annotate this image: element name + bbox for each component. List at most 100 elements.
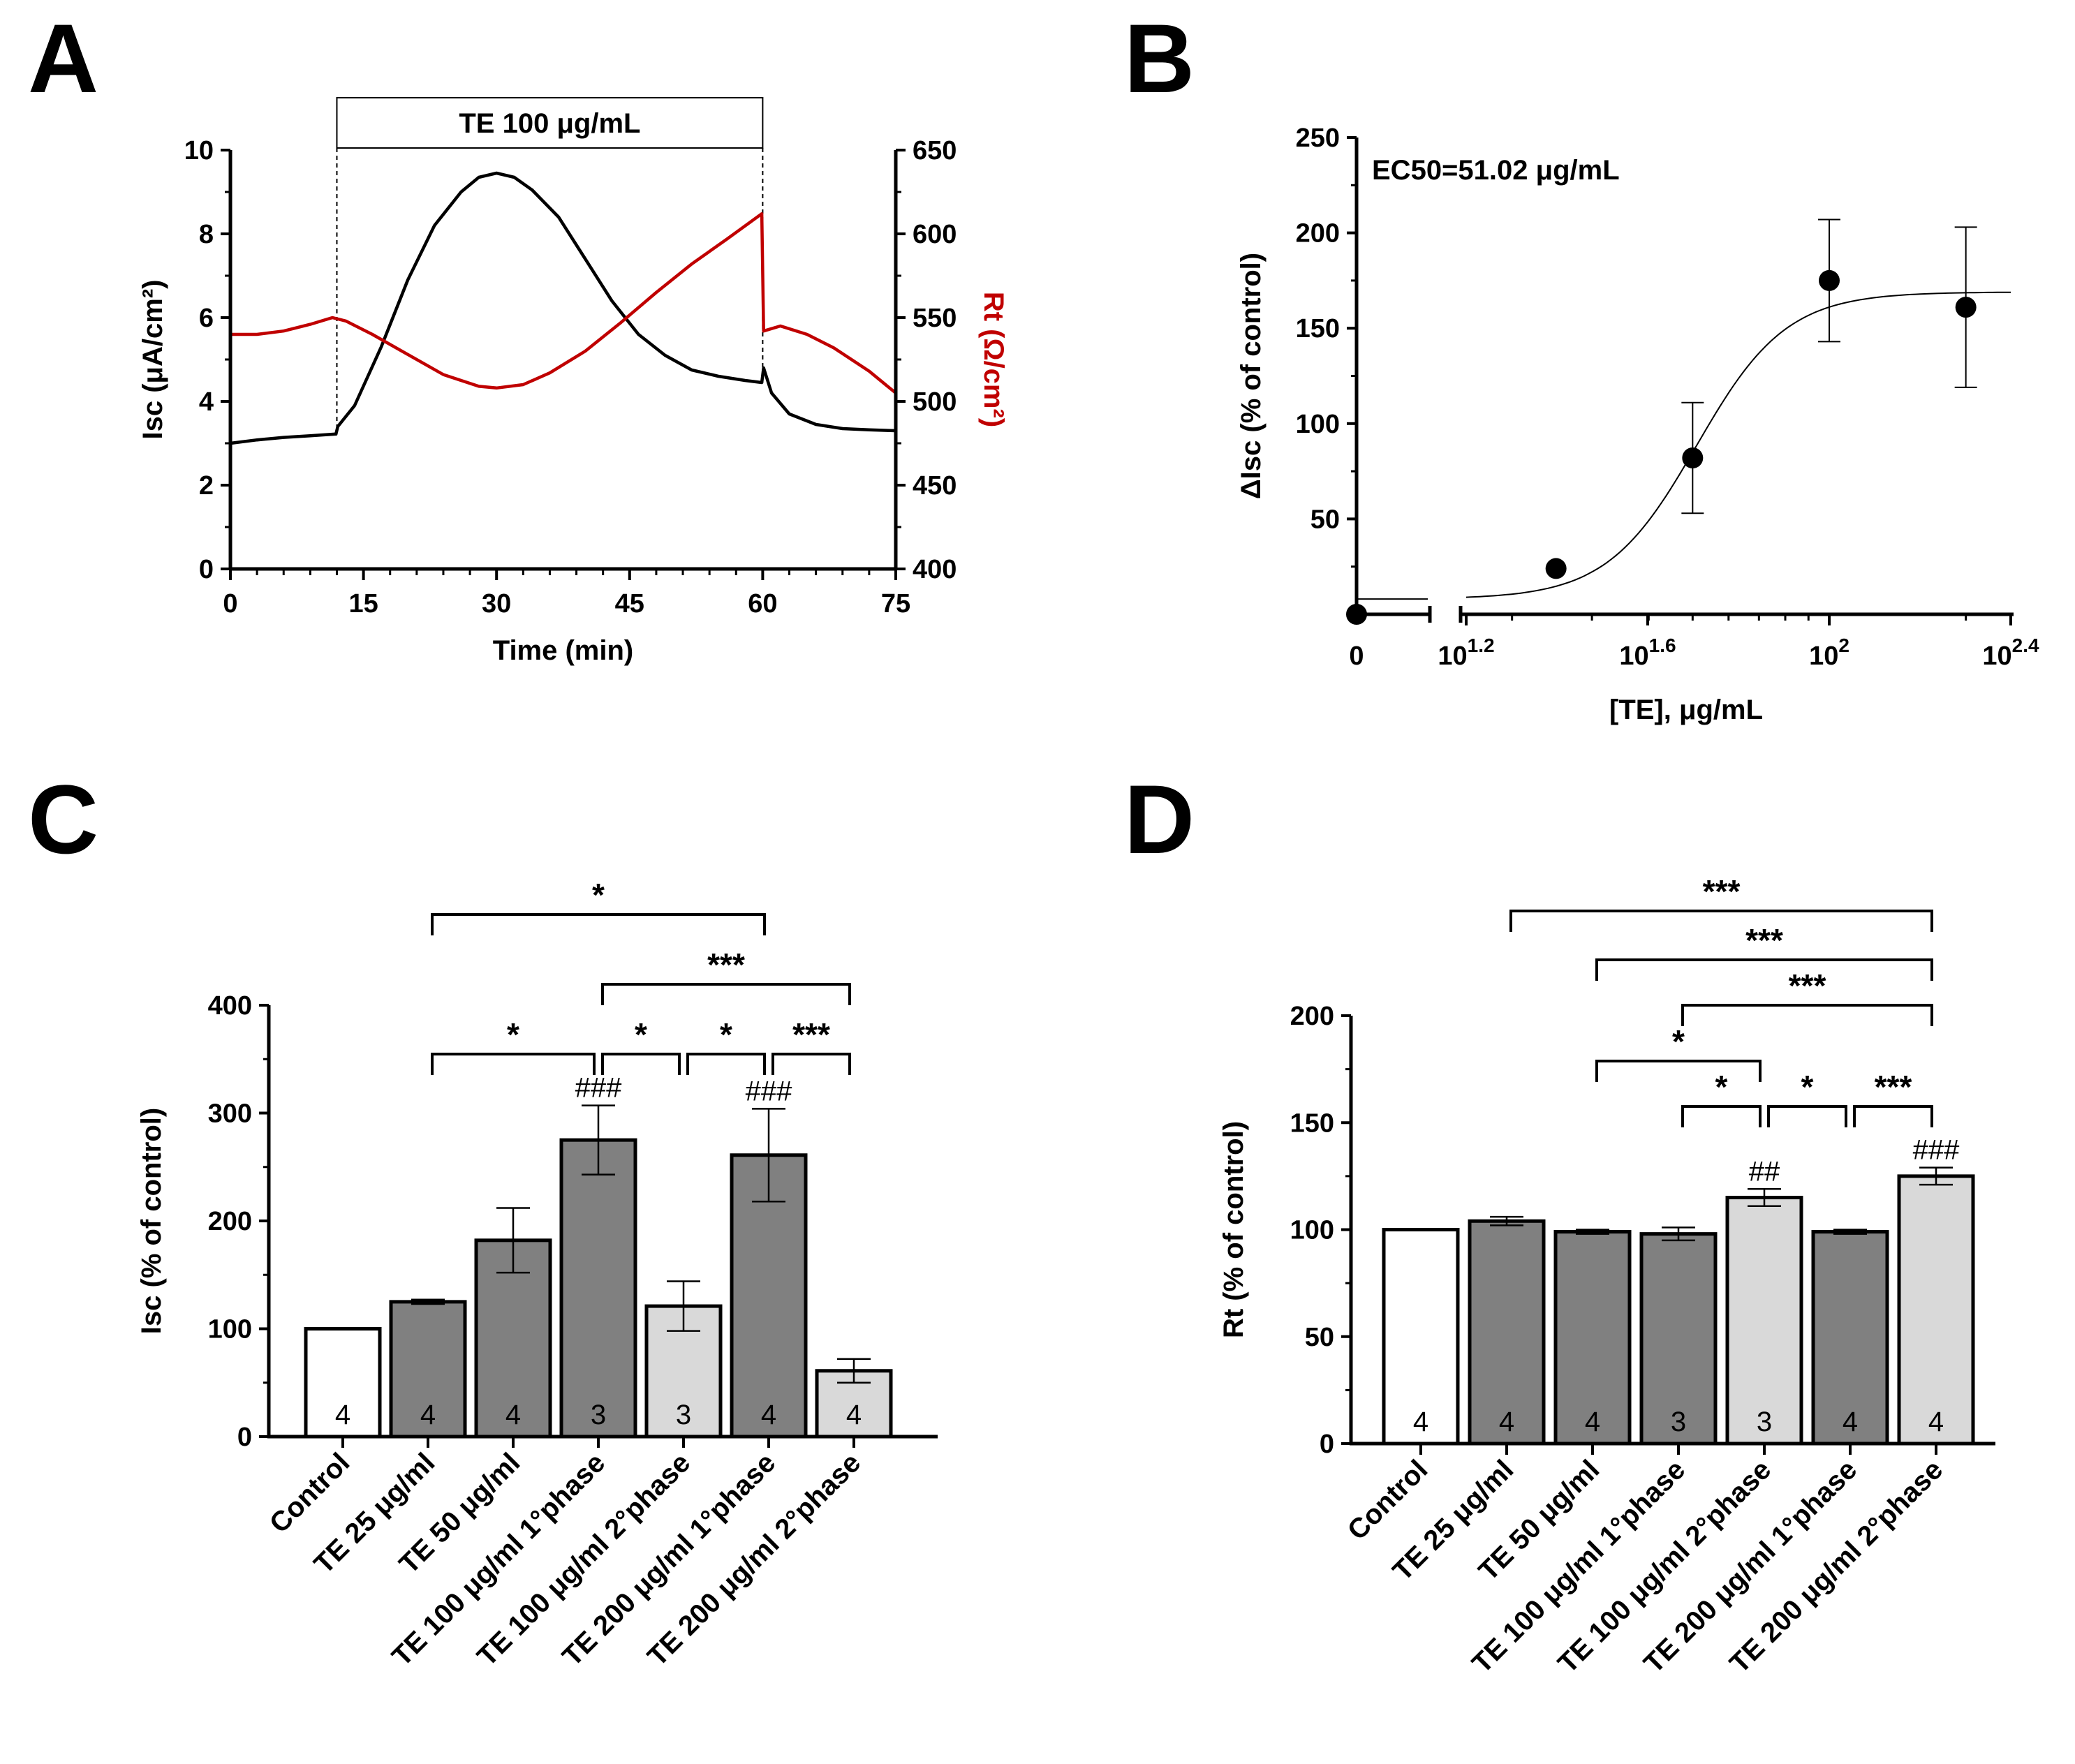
n-label: 4 [1499, 1407, 1514, 1437]
y-tick-label: 250 [1296, 124, 1340, 153]
y-tick-label: 4 [199, 387, 214, 417]
significance-label: * [635, 1016, 647, 1053]
tick-base: 10 [1809, 642, 1838, 671]
tick-exponent: 2 [1838, 635, 1849, 656]
x-tick-label: 102.4 [1982, 635, 2039, 671]
n-label: 4 [1413, 1407, 1428, 1437]
significance-bracket [1767, 1105, 1847, 1127]
significance-bracket [431, 1053, 596, 1075]
y-tick-label: 150 [1290, 1109, 1334, 1138]
y-axis-title: Rt (% of control) [1218, 1121, 1249, 1338]
significance-label: *** [707, 947, 745, 983]
significance-bracket [1853, 1105, 1933, 1127]
n-label: 3 [591, 1400, 606, 1430]
bar [1897, 1174, 1975, 1446]
bar [389, 1300, 467, 1439]
significance-bracket [1509, 910, 1933, 932]
n-label: 4 [505, 1400, 521, 1430]
y-tick-label: 0 [199, 555, 214, 584]
significance-bracket [1595, 958, 1933, 981]
y-axis-title: ΔIsc (% of control) [1236, 253, 1267, 499]
bar [815, 1369, 893, 1439]
significance-label: *** [1789, 968, 1826, 1004]
series-line-isc [230, 171, 896, 445]
y-tick-label: 100 [1296, 410, 1340, 439]
y2-tick-label: 550 [913, 304, 957, 333]
significance-hash: ### [746, 1076, 792, 1106]
x-tick-label: 15 [348, 589, 378, 618]
significance-label: * [592, 877, 605, 913]
data-point [1955, 297, 1977, 318]
n-label: 4 [846, 1400, 862, 1430]
y-tick-label: 100 [208, 1315, 252, 1344]
n-label: 4 [1843, 1407, 1858, 1437]
tick-base: 10 [1982, 642, 2011, 671]
tick-exponent: 2.4 [2012, 635, 2039, 656]
x-axis-title: Time (min) [493, 635, 634, 666]
chart-a-time-course: TE 100 μg/mL 0 2 4 6 8 10 400 450 500 550 600 650 0 15… [138, 97, 1009, 666]
treatment-label: TE 100 μg/mL [459, 108, 640, 139]
n-label: 3 [676, 1400, 691, 1430]
significance-label: *** [1745, 922, 1783, 958]
y-tick-label: 200 [208, 1207, 252, 1236]
x-tick-label: 0 [223, 589, 237, 618]
y-tick-label: 200 [1296, 219, 1340, 249]
y-tick-label: 50 [1305, 1323, 1334, 1352]
y2-tick-label: 400 [913, 555, 957, 584]
y-tick-label: 8 [199, 220, 214, 249]
ec50-annotation: EC50=51.02 μg/mL [1372, 155, 1620, 186]
tick-exponent: 1.2 [1468, 635, 1495, 656]
y2-tick-label: 600 [913, 220, 957, 249]
significance-bracket [601, 1053, 681, 1075]
data-point [1682, 447, 1704, 468]
panel-label-b: B [1124, 3, 1195, 113]
significance-label: *** [1703, 873, 1741, 910]
significance-bracket [1595, 1060, 1762, 1082]
fit-curve [1465, 291, 2011, 598]
y2-tick-label: 450 [913, 471, 957, 501]
significance-bracket [771, 1053, 851, 1075]
panel-label-d: D [1124, 764, 1195, 874]
significance-hash: ### [1913, 1135, 1960, 1166]
significance-label: *** [792, 1016, 830, 1053]
bar [304, 1327, 382, 1439]
panel-label-a: A [28, 3, 98, 113]
significance-label: * [1715, 1069, 1728, 1105]
n-label: 4 [761, 1400, 776, 1430]
significance-label: * [1801, 1069, 1814, 1105]
significance-hash: ### [575, 1073, 622, 1104]
y-tick-label: 10 [184, 136, 214, 165]
n-label: 4 [1928, 1407, 1944, 1437]
tick-exponent: 1.6 [1649, 635, 1676, 656]
x-tick-label: 75 [881, 589, 910, 618]
y-tick-label: 100 [1290, 1216, 1334, 1245]
significance-label: * [507, 1016, 519, 1053]
y2-axis-title: Rt (Ω/cm²) [978, 292, 1009, 427]
y-tick-label: 2 [199, 471, 214, 501]
n-label: 4 [420, 1400, 436, 1430]
y2-tick-label: 500 [913, 387, 957, 417]
y-tick-label: 0 [1320, 1430, 1334, 1459]
significance-bracket [601, 983, 851, 1005]
x-tick-label: 60 [748, 589, 777, 618]
significance-bracket [1681, 1004, 1933, 1026]
y2-tick-label: 650 [913, 136, 957, 165]
x-tick-label: 0 [1349, 642, 1364, 671]
y-axis-title: Isc (μA/cm²) [138, 280, 168, 440]
significance-bracket [686, 1053, 766, 1075]
y-axis-title: Isc (% of control) [136, 1108, 167, 1334]
significance-label: *** [1875, 1069, 1912, 1105]
n-label: 3 [1671, 1407, 1686, 1437]
y-tick-label: 400 [208, 991, 252, 1021]
bar [559, 1138, 637, 1439]
x-tick-label: 30 [482, 589, 511, 618]
data-point [1545, 558, 1567, 579]
y-tick-label: 150 [1296, 314, 1340, 343]
tick-base: 10 [1438, 642, 1467, 671]
y-tick-label: 50 [1310, 505, 1340, 534]
y-tick-label: 0 [237, 1423, 252, 1452]
panel-label-c: C [28, 764, 98, 874]
n-label: 4 [1585, 1407, 1600, 1437]
